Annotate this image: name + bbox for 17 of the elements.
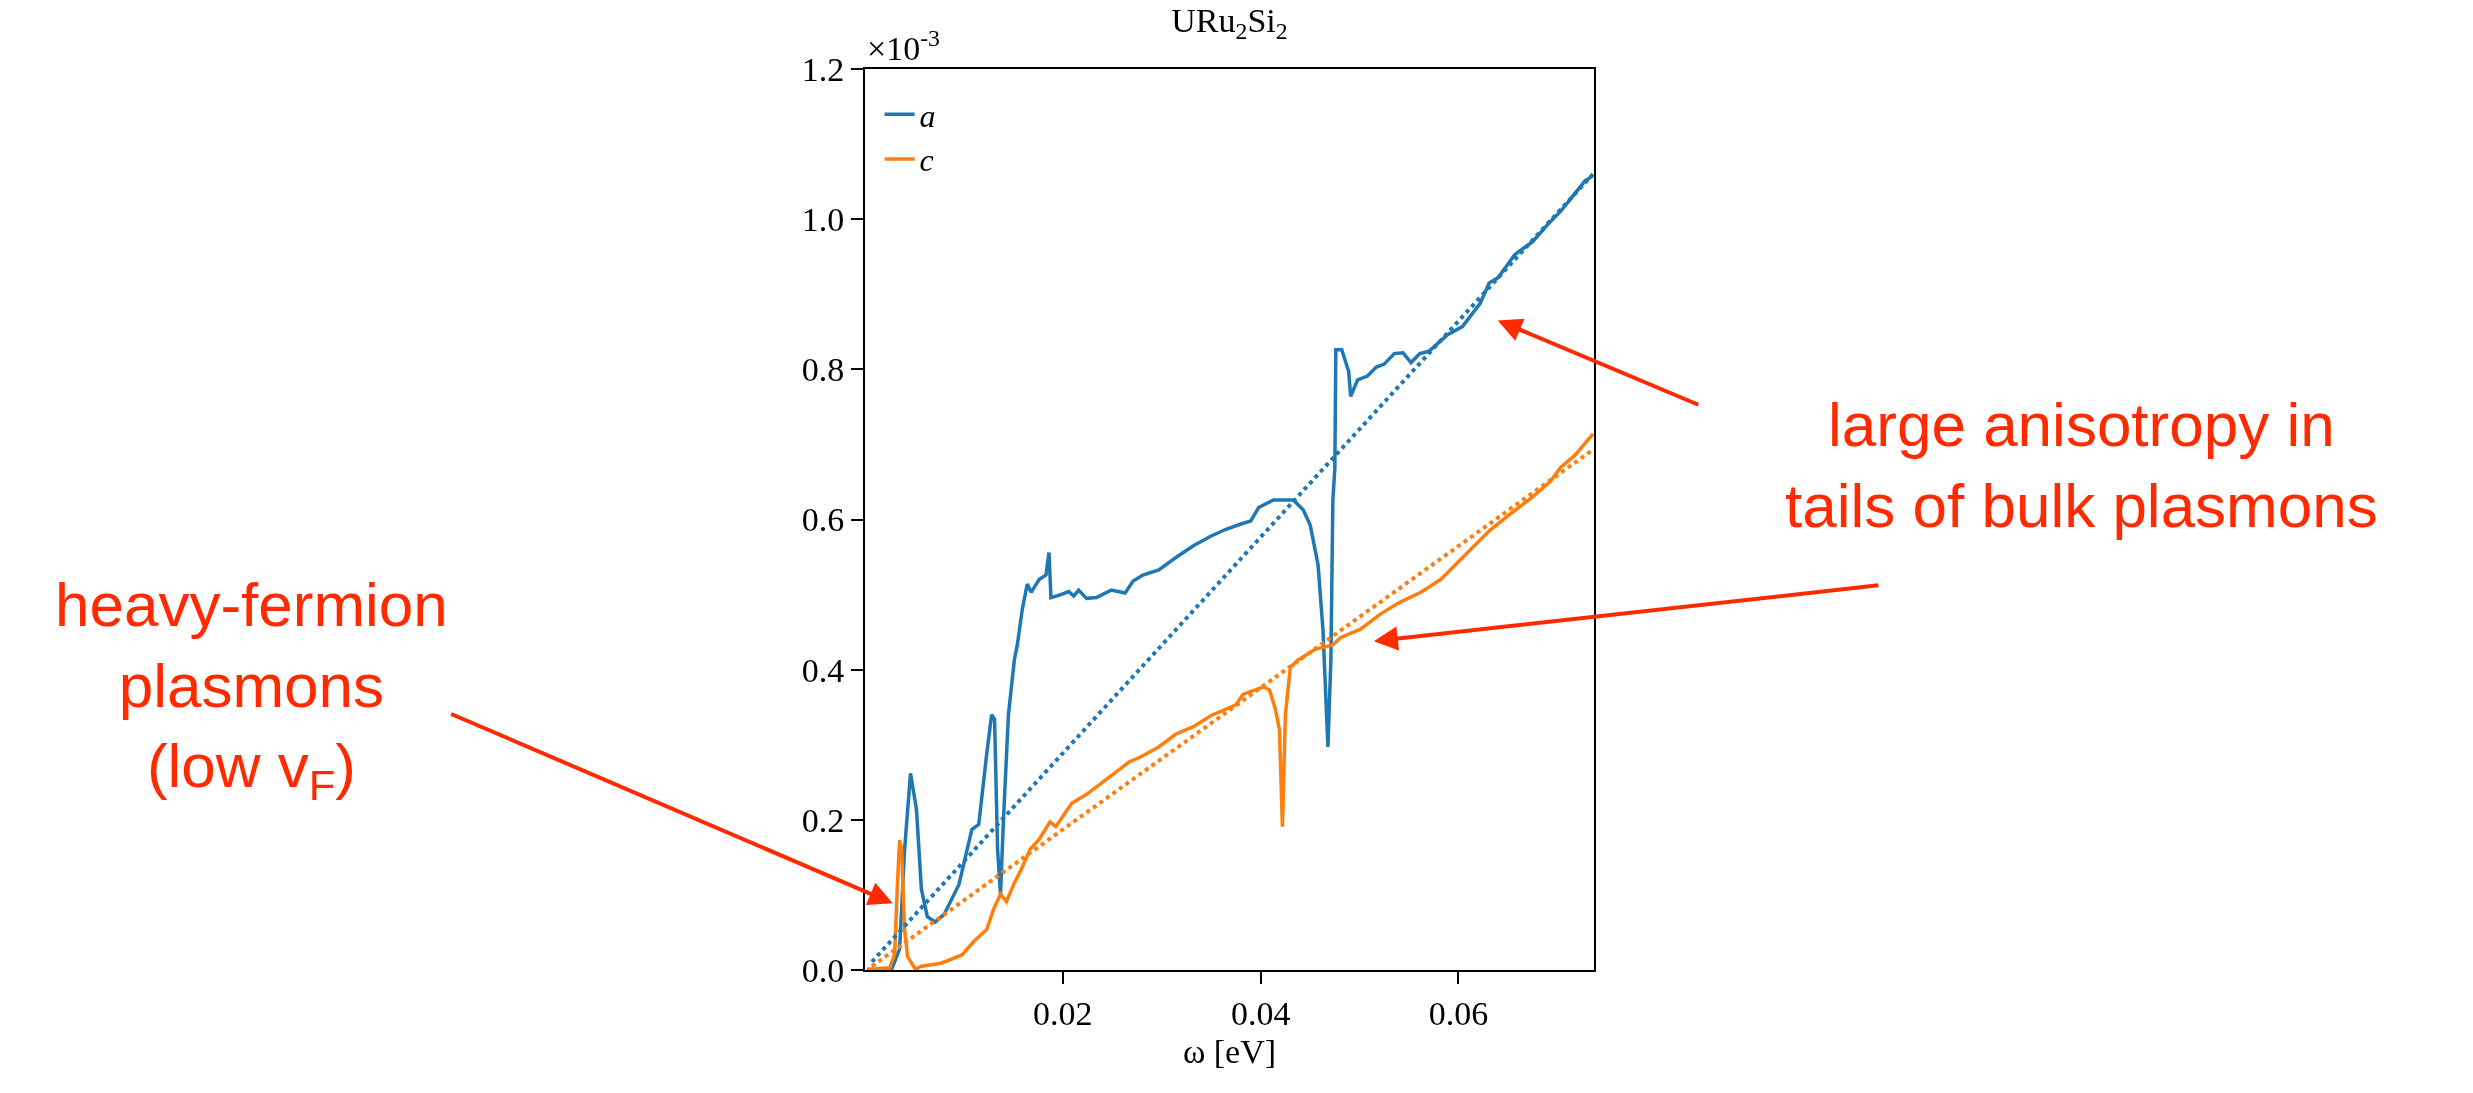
text: heavy-fermion plasmons (low v$_{F}$)	[55, 570, 448, 810]
legend-label: c	[919, 142, 934, 179]
y-tick-label: 0.0	[801, 951, 845, 989]
y-tick-label: 1.0	[801, 201, 845, 239]
text: large anisotropy in tails of bulk plasmons	[1785, 390, 2378, 540]
y-tick-label: 0.6	[801, 501, 845, 539]
x-tick-label: 0.02	[1033, 994, 1093, 1032]
y-tick-label: 0.4	[801, 651, 845, 689]
y-tick-label: 1.2	[801, 50, 845, 88]
x-tick-label: 0.04	[1230, 994, 1291, 1032]
legend-label: a	[919, 97, 936, 134]
y-tick-label: 0.2	[801, 801, 845, 839]
chart-title: URu$_{2}$Si$_{2}$	[1171, 1, 1288, 44]
text: ×10$^{-3}$	[867, 25, 941, 68]
x-tick-label: 0.06	[1428, 994, 1489, 1032]
x-axis-title: ω [eV]	[1182, 1032, 1277, 1070]
y-tick-label: 0.8	[801, 351, 845, 389]
